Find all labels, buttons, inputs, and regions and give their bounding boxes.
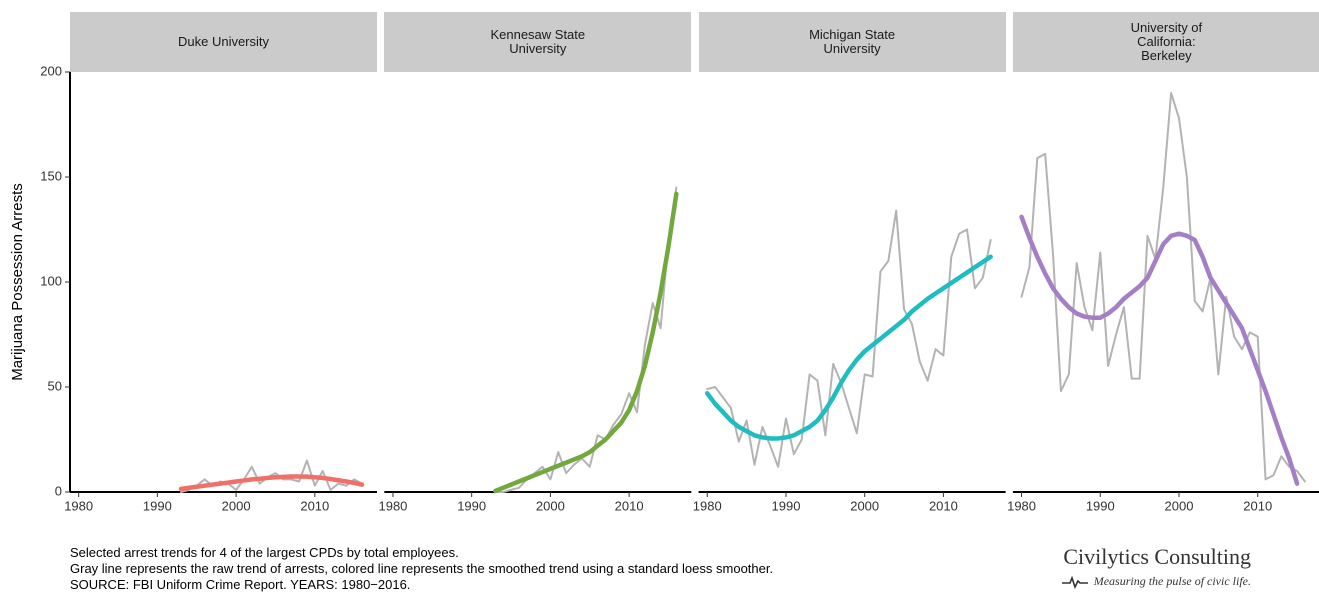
x-tick-label: 1980 bbox=[64, 498, 93, 513]
x-tick-label: 2000 bbox=[1165, 498, 1194, 513]
y-tick-label: 200 bbox=[40, 63, 62, 78]
y-tick-label: 50 bbox=[48, 378, 62, 393]
x-tick-label: 2000 bbox=[850, 498, 879, 513]
x-tick-label: 1990 bbox=[772, 498, 801, 513]
tagline: Measuring the pulse of civic life. bbox=[1093, 574, 1251, 588]
facet-title: Michigan State University bbox=[698, 12, 1006, 72]
x-tick-label: 2010 bbox=[929, 498, 958, 513]
x-tick-label: 1990 bbox=[457, 498, 486, 513]
raw-line bbox=[706, 209, 992, 468]
x-tick-label: 1980 bbox=[693, 498, 722, 513]
x-tick-label: 1990 bbox=[143, 498, 172, 513]
caption-line: Selected arrest trends for 4 of the larg… bbox=[70, 545, 459, 560]
smooth-line bbox=[493, 191, 679, 494]
pulse-icon bbox=[1062, 575, 1088, 589]
facet-title: Kennesaw State University bbox=[384, 12, 692, 72]
y-axis-title: Marijuana Possession Arrests bbox=[9, 183, 26, 381]
smooth-line bbox=[178, 474, 365, 492]
x-tick-label: 2000 bbox=[222, 498, 251, 513]
smooth-line bbox=[705, 254, 993, 441]
facet-title: University of California: Berkeley bbox=[1012, 12, 1319, 72]
y-tick-label: 100 bbox=[40, 273, 62, 288]
x-tick-label: 1980 bbox=[1007, 498, 1036, 513]
facet-title: Duke University bbox=[70, 12, 377, 72]
y-tick-label: 150 bbox=[40, 168, 62, 183]
caption-line: Gray line represents the raw trend of ar… bbox=[70, 561, 774, 576]
x-tick-label: 2010 bbox=[615, 498, 644, 513]
caption-line: SOURCE: FBI Uniform Crime Report. YEARS:… bbox=[70, 577, 411, 592]
raw-line bbox=[1020, 92, 1306, 483]
x-tick-label: 1990 bbox=[1086, 498, 1115, 513]
x-tick-label: 2000 bbox=[536, 498, 565, 513]
x-tick-label: 1980 bbox=[378, 498, 407, 513]
y-tick-label: 0 bbox=[55, 483, 62, 498]
brand: Civilytics Consulting bbox=[1063, 544, 1251, 569]
x-tick-label: 2010 bbox=[1243, 498, 1272, 513]
x-tick-label: 2010 bbox=[300, 498, 329, 513]
smooth-line bbox=[1019, 214, 1300, 486]
